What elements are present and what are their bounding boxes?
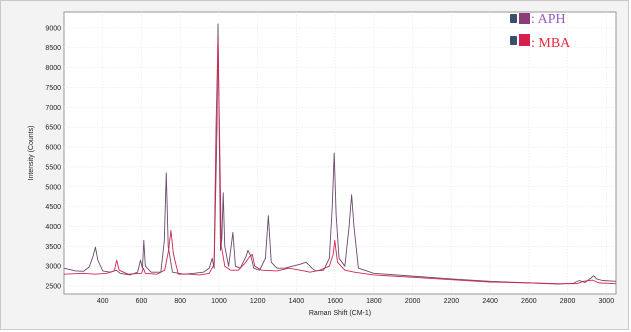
plot-area bbox=[63, 11, 617, 295]
legend: : APH : MBA bbox=[510, 12, 571, 51]
y-tick-label: 4500 bbox=[45, 204, 61, 211]
legend-entry-mba: : MBA bbox=[510, 34, 571, 51]
x-tick-label: 2600 bbox=[521, 298, 537, 305]
y-tick-label: 6500 bbox=[45, 125, 61, 132]
legend-swatch-mba bbox=[519, 34, 530, 46]
series-line-mba bbox=[63, 39, 617, 285]
y-tick-label: 5000 bbox=[45, 184, 61, 191]
y-tick-label: 3500 bbox=[45, 244, 61, 251]
x-axis-label: Raman Shift (CM-1) bbox=[309, 310, 371, 317]
x-tick-label: 2400 bbox=[482, 298, 498, 305]
series-layer bbox=[63, 23, 617, 285]
x-tick-label: 800 bbox=[174, 298, 186, 305]
x-tick-label: 600 bbox=[136, 298, 148, 305]
y-axis-label: Intensity (Counts) bbox=[28, 126, 35, 181]
legend-icon-mba bbox=[510, 36, 517, 45]
grid-layer bbox=[64, 12, 616, 294]
x-tick-label: 2800 bbox=[560, 298, 576, 305]
x-tick-label: 1600 bbox=[327, 298, 343, 305]
y-tick-label: 2500 bbox=[45, 284, 61, 291]
y-tick-label: 7000 bbox=[45, 105, 61, 112]
x-tick-label: 1000 bbox=[211, 298, 227, 305]
legend-label-aph: : APH bbox=[531, 12, 566, 27]
y-tick-label: 6000 bbox=[45, 145, 61, 152]
legend-label-mba: : MBA bbox=[531, 36, 571, 51]
y-tick-label: 8000 bbox=[45, 65, 61, 72]
legend-swatch-aph bbox=[519, 13, 530, 24]
x-tick-label: 1800 bbox=[366, 298, 382, 305]
series-line-aph bbox=[63, 23, 617, 285]
x-tick-label: 3000 bbox=[599, 298, 615, 305]
x-tick-label: 2200 bbox=[444, 298, 460, 305]
tick-layer: 2500 3000 3500 4000 4500 5000 5500 6000 6500 7000… bbox=[45, 25, 614, 305]
y-tick-label: 7500 bbox=[45, 85, 61, 92]
x-tick-label: 2000 bbox=[405, 298, 421, 305]
y-tick-label: 4000 bbox=[45, 224, 61, 231]
x-tick-label: 400 bbox=[97, 298, 109, 305]
y-tick-label: 9000 bbox=[45, 25, 61, 32]
y-tick-label: 5500 bbox=[45, 164, 61, 171]
x-tick-label: 1400 bbox=[289, 298, 305, 305]
y-tick-label: 8500 bbox=[45, 45, 61, 52]
legend-icon-aph bbox=[510, 14, 517, 23]
x-tick-label: 1200 bbox=[250, 298, 266, 305]
legend-entry-aph: : APH bbox=[510, 12, 566, 27]
y-tick-label: 3000 bbox=[45, 264, 61, 271]
